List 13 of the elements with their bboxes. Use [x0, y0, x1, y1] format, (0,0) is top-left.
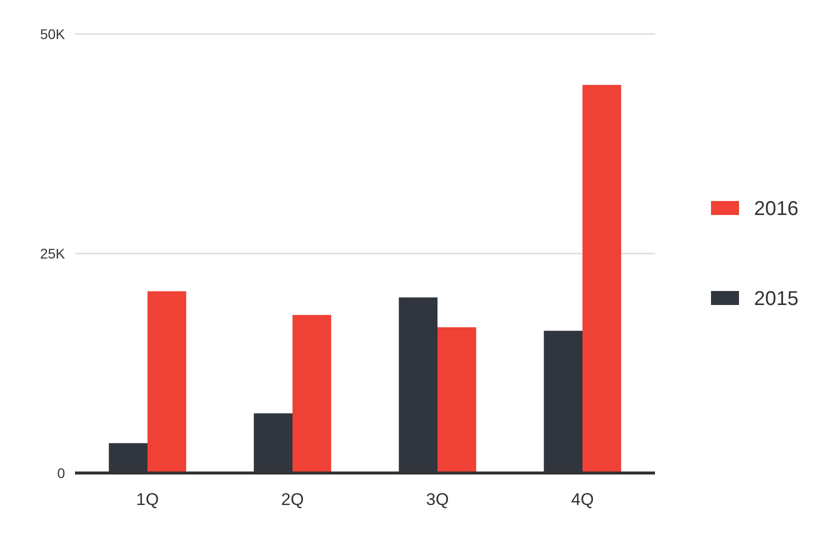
bar — [292, 314, 332, 473]
legend-label: 2016 — [754, 198, 798, 220]
x-tick-label: 4Q — [571, 490, 594, 509]
x-tick-label: 3Q — [426, 490, 449, 509]
bar — [438, 327, 476, 473]
y-tick-label: 25K — [40, 245, 66, 262]
y-tick-label: 50K — [40, 26, 66, 42]
bar — [582, 84, 622, 473]
x-tick-label: 2Q — [281, 490, 304, 509]
x-tick-label: 1Q — [136, 490, 159, 509]
legend-label: 2015 — [754, 288, 798, 310]
y-tick-label: 0 — [57, 464, 66, 481]
bar — [147, 291, 186, 473]
